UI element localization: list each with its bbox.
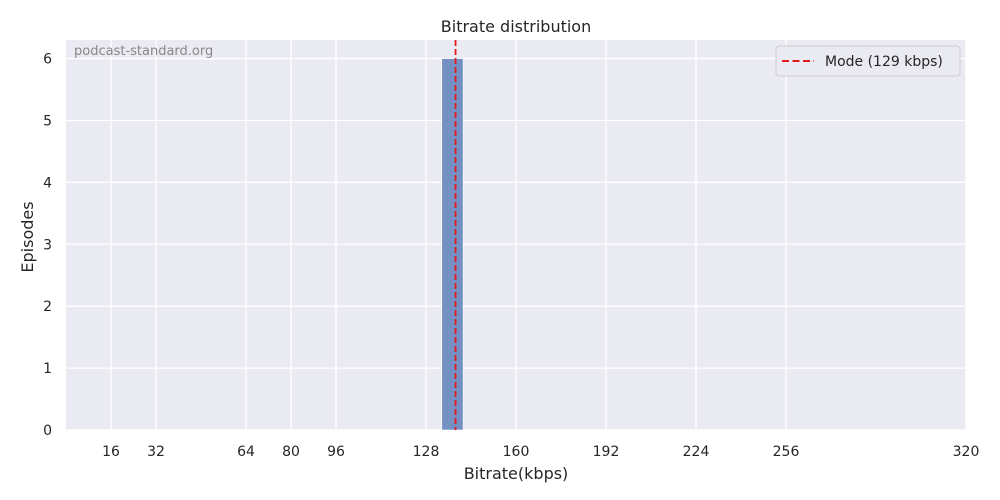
watermark: podcast-standard.org [74,44,213,59]
y-tick-label: 0 [43,423,52,439]
y-tick-label: 1 [43,361,52,377]
bars [441,58,464,431]
grid-lines [66,40,967,431]
x-tick-label: 96 [327,444,345,460]
legend: Mode (129 kbps) [775,45,961,77]
x-tick-label: 224 [683,444,710,460]
y-tick-label: 3 [43,237,52,253]
y-tick-label: 5 [43,113,52,129]
x-tick-label: 128 [413,444,440,460]
legend-label: Mode (129 kbps) [825,54,943,70]
legend-box [775,45,961,77]
chart-title: Bitrate distribution [441,17,591,36]
y-tick-label: 6 [43,52,52,68]
x-axis-label: Bitrate(kbps) [464,464,569,483]
x-tick-label: 32 [147,444,165,460]
histogram-bar [441,58,464,431]
x-tick-label: 16 [102,444,120,460]
x-tick-label: 160 [503,444,530,460]
x-tick-label: 192 [593,444,620,460]
x-tick-label: 320 [953,444,980,460]
y-tick-labels: 0 1 2 3 4 5 6 [43,52,52,439]
y-tick-label: 2 [43,299,52,315]
x-tick-label: 80 [282,444,300,460]
y-tick-label: 4 [43,175,52,191]
y-axis-label: Episodes [18,201,37,272]
x-tick-label: 64 [237,444,255,460]
x-tick-labels: 16 32 64 80 96 128 160 192 224 256 320 [102,444,979,460]
x-tick-label: 256 [773,444,800,460]
